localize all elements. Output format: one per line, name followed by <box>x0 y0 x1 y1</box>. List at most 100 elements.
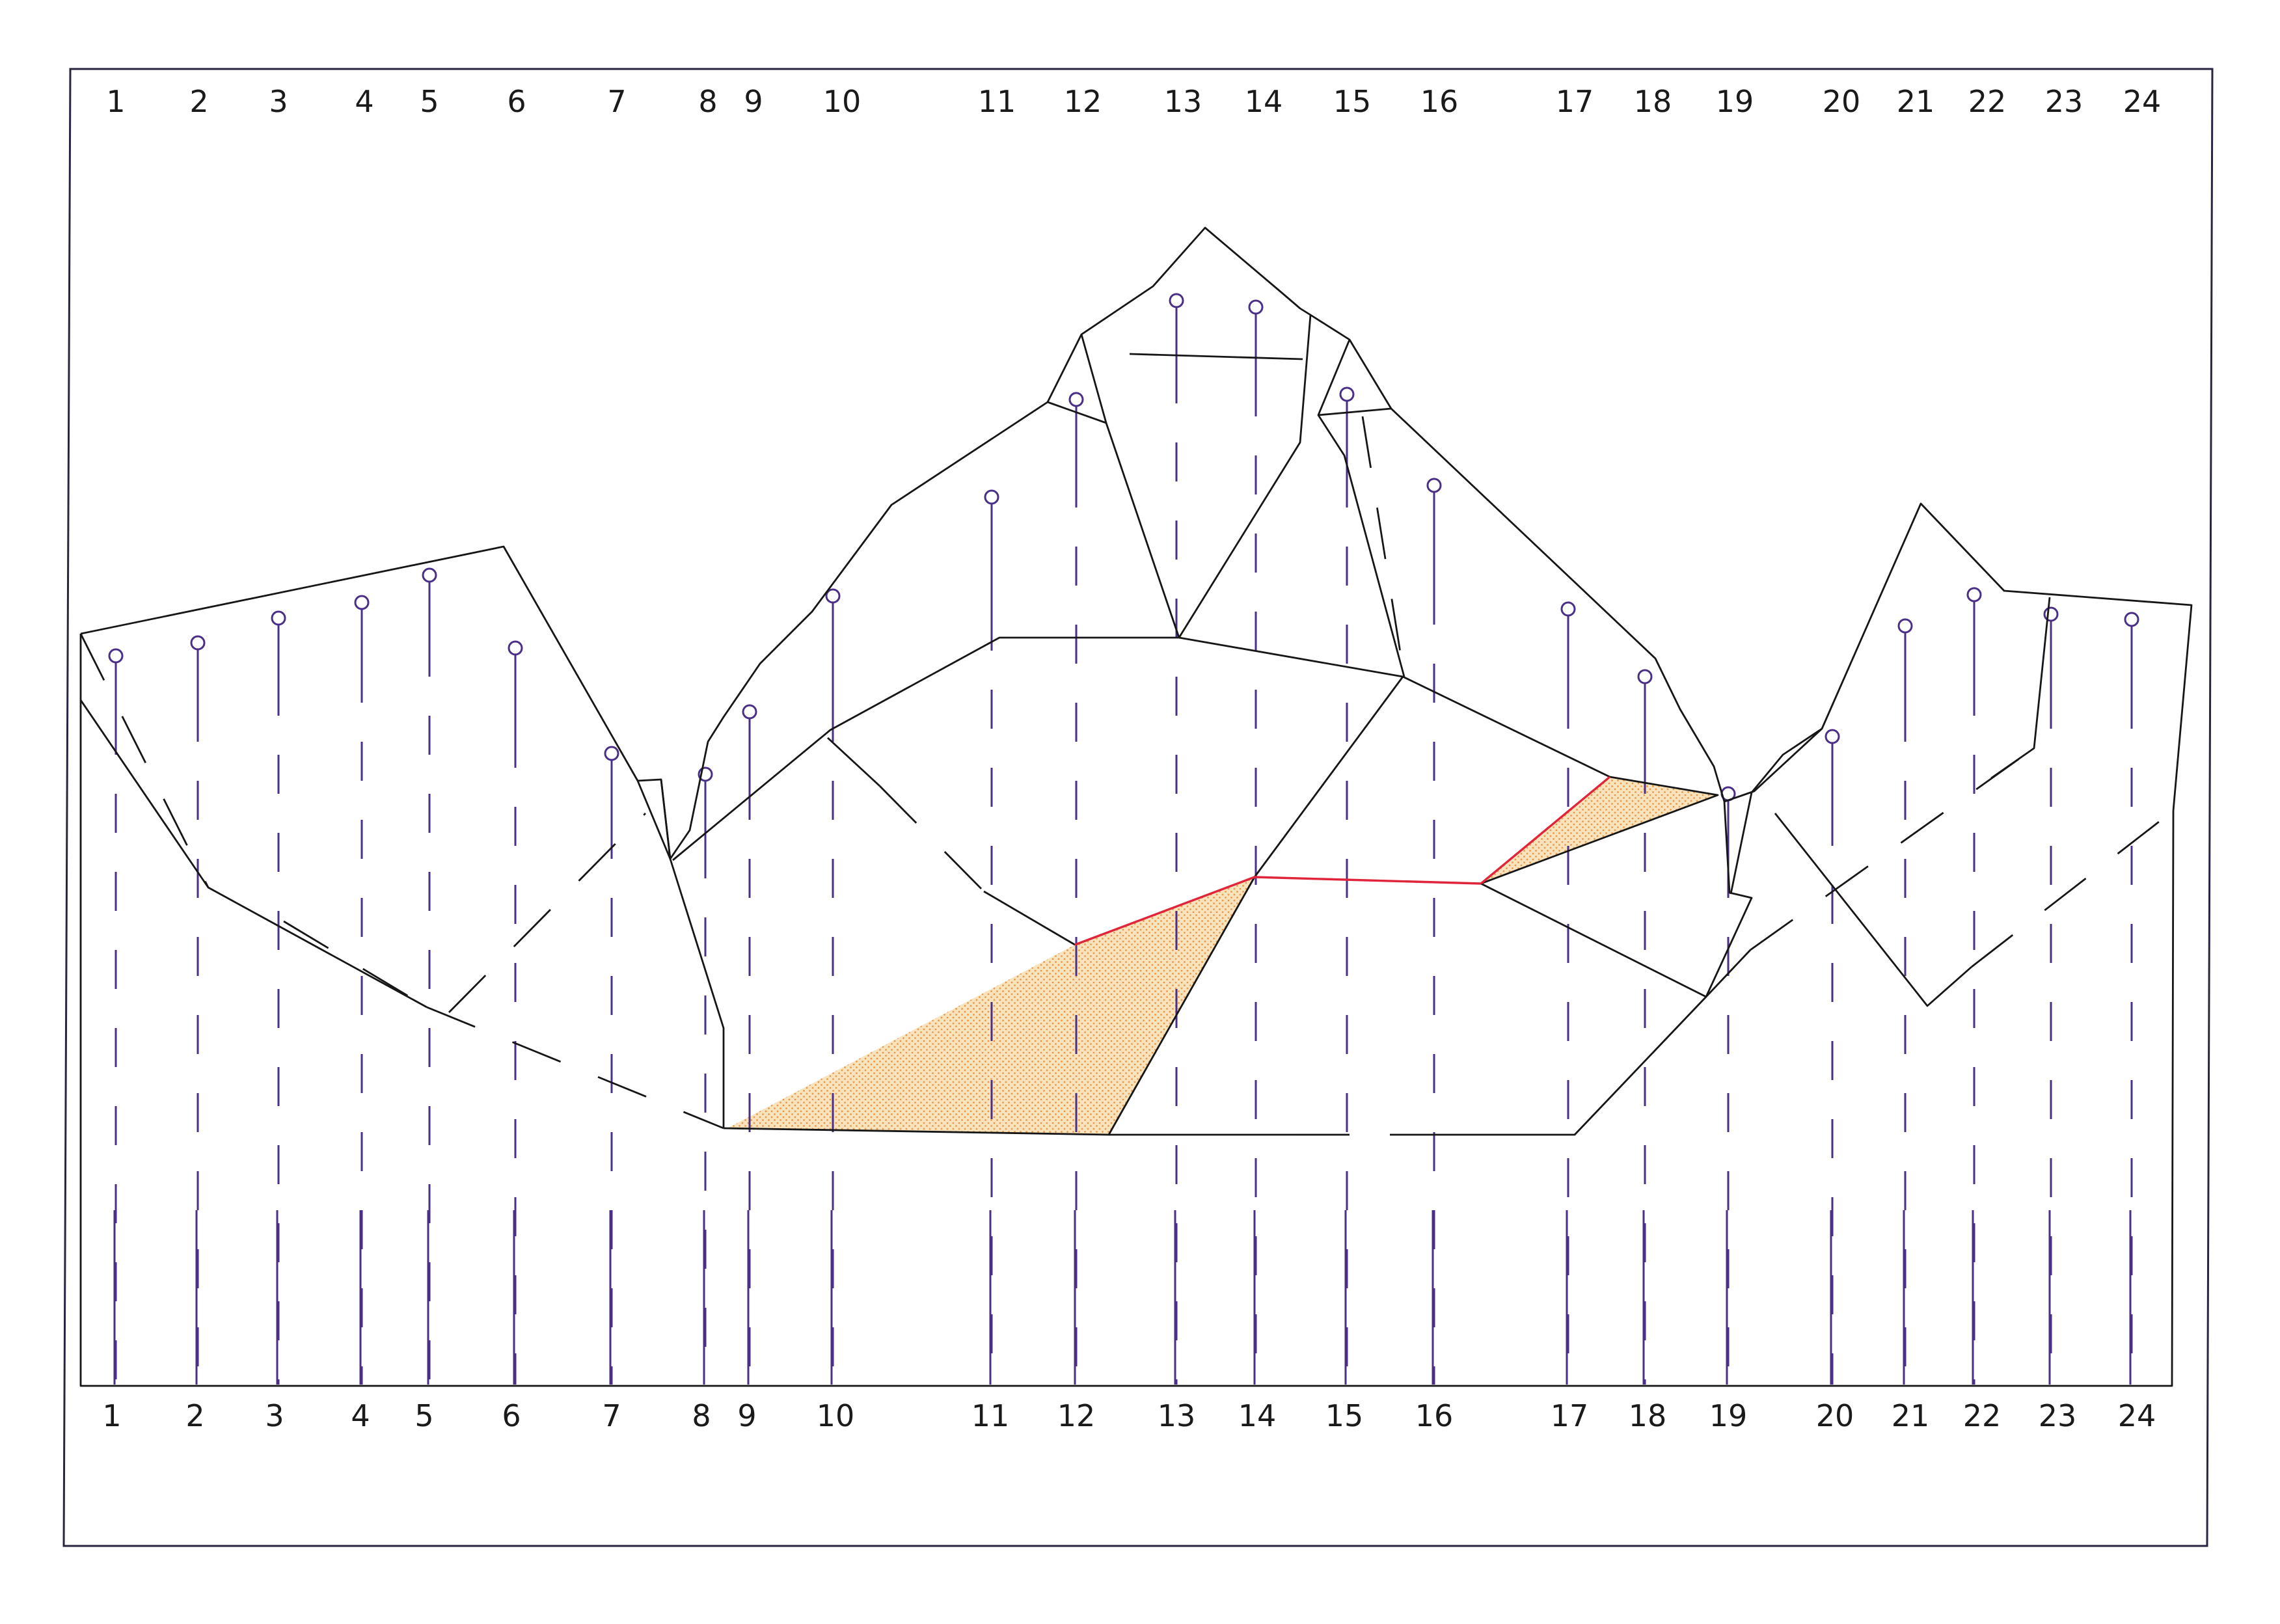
top-station-label: 19 <box>1716 84 1754 119</box>
bottom-station-label: 4 <box>351 1398 370 1433</box>
pole-top-marker <box>190 635 206 651</box>
top-station-label: 17 <box>1556 84 1594 119</box>
bottom-station-label: 15 <box>1325 1398 1364 1433</box>
bottom-station-label: 14 <box>1238 1398 1277 1433</box>
pole-top-marker <box>1637 669 1653 684</box>
hidden-peak-right <box>1361 416 1405 677</box>
bottom-station-label: 10 <box>817 1398 855 1433</box>
bottom-station-label: 8 <box>692 1398 711 1433</box>
pole-top-marker <box>508 640 523 656</box>
hidden-left-drop <box>283 920 428 1008</box>
pole-top-marker <box>1339 386 1355 402</box>
top-station-label: 18 <box>1634 84 1672 119</box>
hidden-middle-diagonal <box>879 785 984 892</box>
peak-face-mid <box>1178 314 1312 638</box>
right-ridge <box>1724 502 2193 811</box>
hidden-right-rise <box>1750 747 2035 951</box>
profile-baseline <box>79 634 2175 1387</box>
top-station-label: 21 <box>1897 84 1935 119</box>
hidden-edges <box>79 416 2174 1136</box>
bottom-station-label: 7 <box>602 1398 621 1433</box>
peak-right-shoulder <box>1317 414 1405 677</box>
pole-top-marker <box>1068 392 1084 407</box>
top-station-label: 3 <box>269 84 288 119</box>
top-station-label: 4 <box>355 84 373 119</box>
highlight-edge-right <box>1480 776 1611 885</box>
top-station-label: 12 <box>1064 84 1102 119</box>
pole-top-marker <box>825 588 841 604</box>
sheet-frame <box>62 68 2214 1547</box>
peak-face-left <box>1080 334 1180 638</box>
bottom-station-label: 19 <box>1709 1398 1748 1433</box>
top-station-label: 9 <box>744 84 763 119</box>
hidden-left-diagonal <box>79 633 210 888</box>
valley-floor-far <box>1392 949 1752 1136</box>
bottom-station-label: 22 <box>1963 1398 2002 1433</box>
bottom-station-label: 3 <box>265 1398 284 1433</box>
top-station-label: 7 <box>607 84 626 119</box>
bottom-station-label: 24 <box>2118 1398 2156 1433</box>
bottom-station-label: 6 <box>502 1398 521 1433</box>
top-station-label: 15 <box>1333 84 1372 119</box>
pole-top-marker <box>271 610 286 626</box>
bottom-station-label: 13 <box>1158 1398 1196 1433</box>
left-saddle <box>669 858 725 1128</box>
pole-top-marker <box>1897 618 1913 634</box>
pole-top-marker <box>1966 587 1982 602</box>
hidden-left-floor <box>426 1006 724 1130</box>
valley-floor <box>723 676 1404 1136</box>
left-valley-edge <box>660 226 1726 860</box>
left-face-edge <box>79 699 428 1008</box>
top-station-label: 14 <box>1245 84 1283 119</box>
top-station-label: 10 <box>823 84 862 119</box>
pole-top-marker <box>984 489 999 505</box>
peak-face-right <box>1317 339 1392 416</box>
top-station-label: 1 <box>106 84 125 119</box>
top-station-label: 8 <box>698 84 717 119</box>
bottom-station-label: 20 <box>1816 1398 1854 1433</box>
bottom-station-labels: 1 2 3 4 5 6 7 8 9 10 11 12 13 14 15 16 17 18 19 20 21 22 23 24 <box>102 1398 2156 1433</box>
pole-top-marker <box>1560 601 1576 617</box>
bottom-station-label: 12 <box>1057 1398 1096 1433</box>
peak-face-upper <box>1047 401 1107 424</box>
right-inner-face <box>1730 727 1823 895</box>
left-ridge <box>80 545 672 860</box>
bottom-station-label: 9 <box>737 1398 756 1433</box>
bottom-station-label: 11 <box>971 1398 1010 1433</box>
top-station-label: 16 <box>1420 84 1459 119</box>
bottom-station-label: 23 <box>2039 1398 2077 1433</box>
top-station-label: 6 <box>507 84 526 119</box>
top-station-label: 5 <box>420 84 439 119</box>
middle-to-valley <box>983 890 1076 946</box>
pole-top-marker <box>1248 299 1264 315</box>
right-inner-face-2 <box>1774 813 1972 1007</box>
pole-top-marker <box>422 567 437 583</box>
visible-edges <box>79 226 2193 1136</box>
right-valley-edge <box>1480 801 1753 998</box>
pole-top-marker <box>1825 729 1840 744</box>
middle-shelf <box>672 636 1719 885</box>
pole-lines <box>108 293 2139 1385</box>
bottom-station-label: 2 <box>185 1398 204 1433</box>
bottom-station-label: 5 <box>414 1398 433 1433</box>
right-ridge-down <box>1990 597 2051 779</box>
pole-top-marker <box>1169 293 1184 308</box>
pole-top-marker <box>604 746 619 761</box>
pole-top-marker <box>2043 606 2059 622</box>
bottom-station-label: 17 <box>1551 1398 1589 1433</box>
pole-top-marker <box>354 595 370 610</box>
shaded-face-right <box>1481 777 1718 884</box>
pole-top-marker <box>1426 478 1442 493</box>
hidden-left-rise <box>448 813 646 1013</box>
top-station-label: 13 <box>1164 84 1202 119</box>
pole-top-marker <box>2124 612 2139 627</box>
bottom-station-label: 16 <box>1415 1398 1454 1433</box>
highlight-edge-left <box>1074 876 1482 946</box>
bottom-station-label: 1 <box>102 1398 121 1433</box>
top-station-label: 24 <box>2123 84 2162 119</box>
top-station-label: 11 <box>978 84 1016 119</box>
top-station-label: 20 <box>1823 84 1861 119</box>
pole-top-marker <box>108 648 124 664</box>
middle-diagonal <box>827 737 880 787</box>
